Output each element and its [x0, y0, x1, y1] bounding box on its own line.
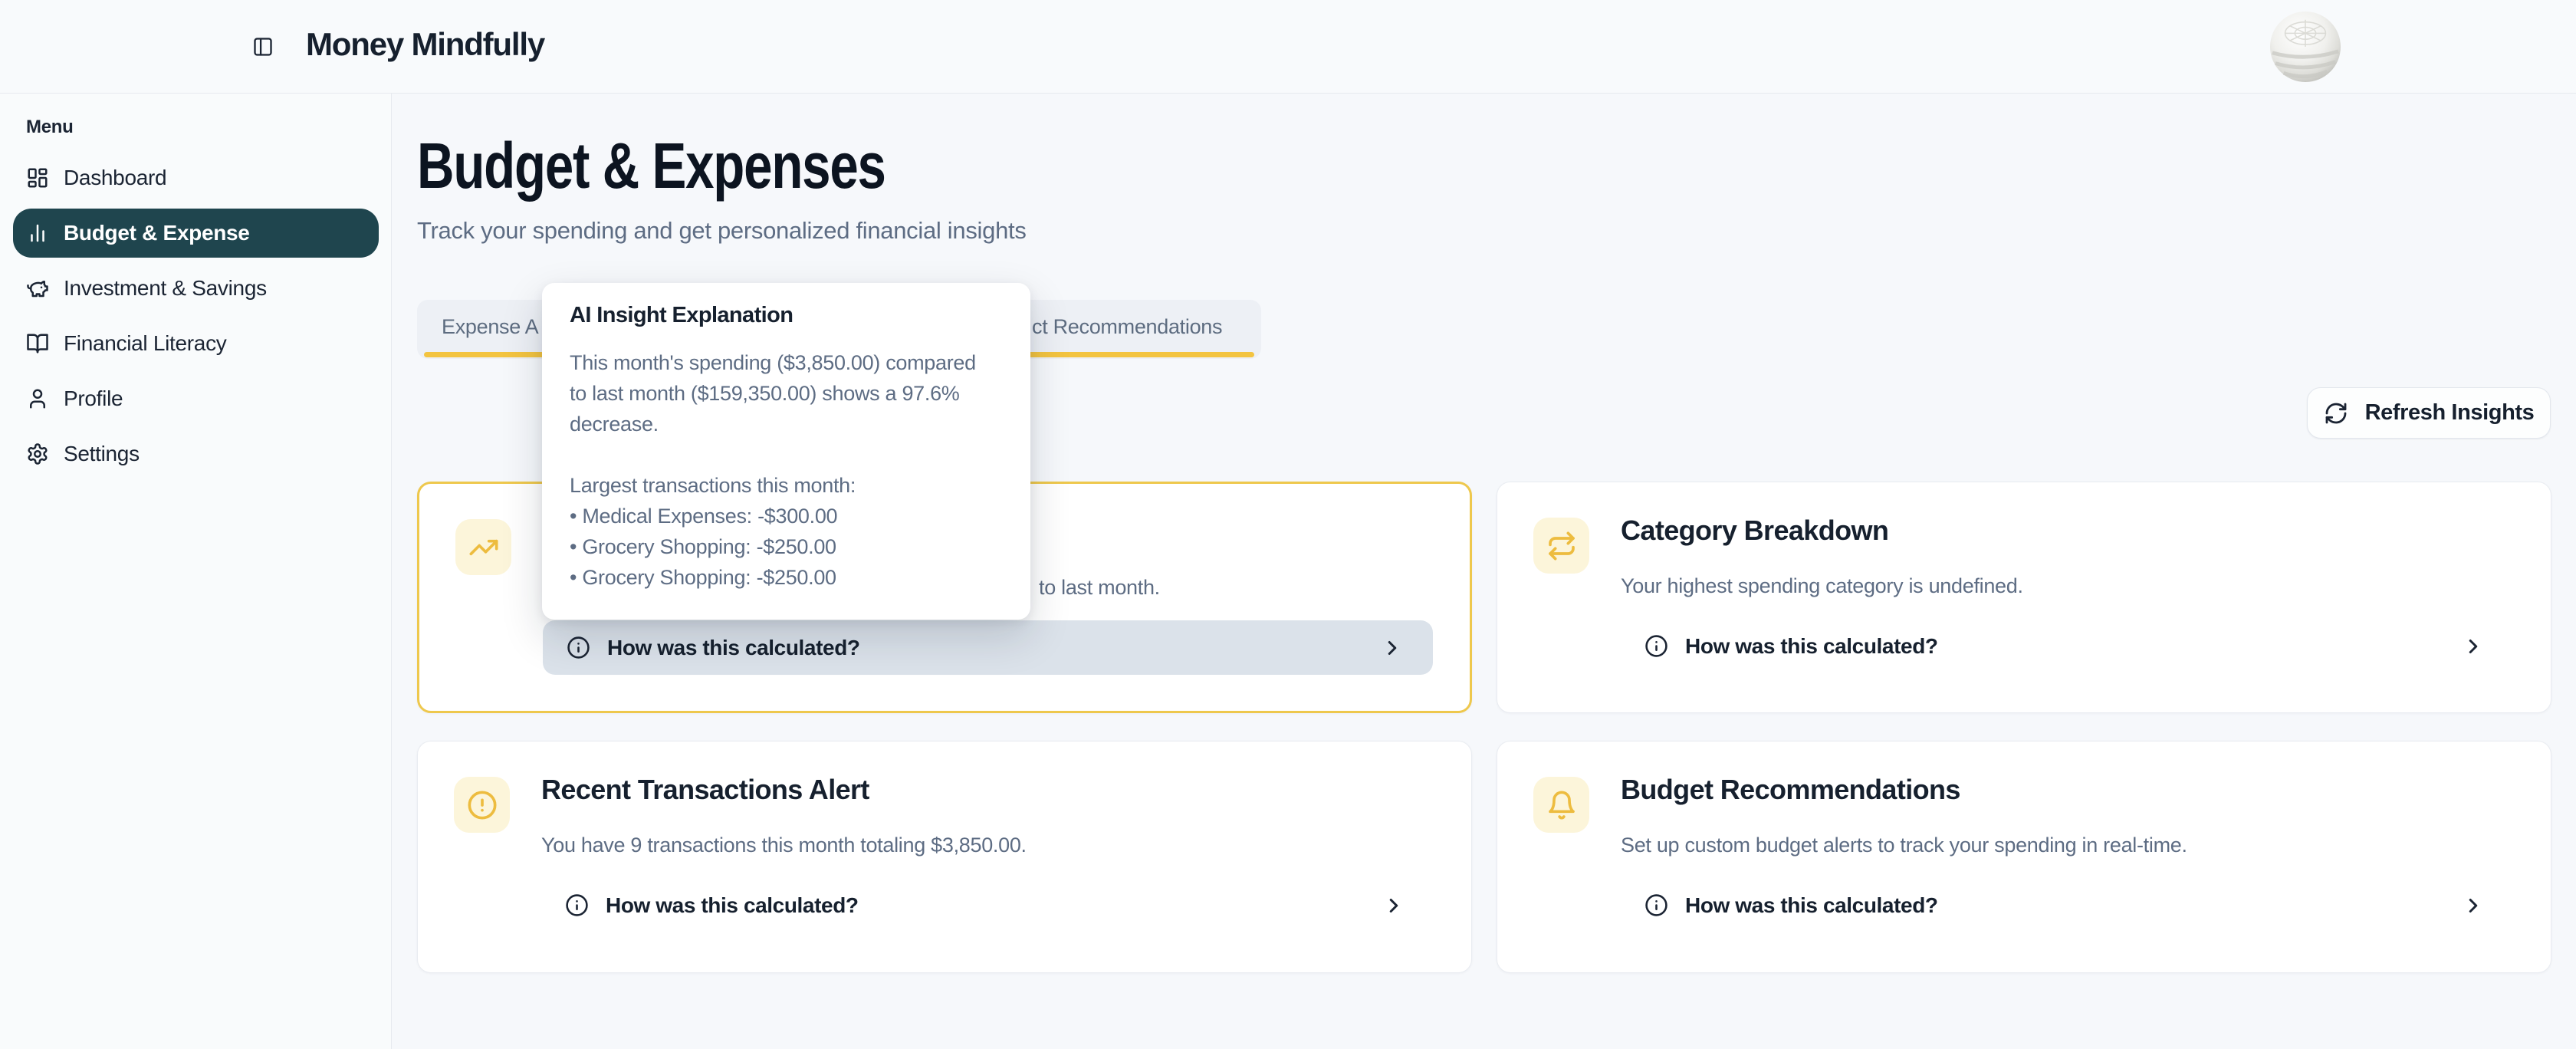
sidebar-item-label: Profile	[64, 386, 123, 410]
popover-line: Largest transactions this month:	[570, 474, 856, 497]
gear-icon	[26, 442, 49, 465]
repeat-icon	[1533, 518, 1589, 574]
sidebar-item-label: Dashboard	[64, 166, 167, 189]
sidebar-item-label: Financial Literacy	[64, 331, 227, 355]
sidebar-item-settings[interactable]: Settings	[13, 429, 379, 478]
how-calculated-link[interactable]: How was this calculated?	[1621, 878, 2514, 932]
sidebar: Menu Dashboard Budget & Expense Investme…	[0, 94, 392, 1049]
how-calculated-label: How was this calculated?	[606, 893, 859, 917]
chevron-right-icon	[1382, 894, 1405, 917]
how-calculated-link[interactable]: How was this calculated?	[1621, 619, 2514, 673]
panel-left-icon	[252, 36, 274, 58]
trending-up-icon	[455, 519, 511, 575]
sidebar-section-label: Menu	[26, 117, 74, 137]
sidebar-nav: Dashboard Budget & Expense Investment & …	[13, 153, 379, 478]
popover-line	[570, 439, 1010, 470]
card-recent-transactions: Recent Transactions Alert You have 9 tra…	[417, 741, 1472, 973]
popover-line: decrease.	[570, 413, 659, 436]
popover-body: This month's spending ($3,850.00) compar…	[570, 347, 1010, 593]
sidebar-item-financial-literacy[interactable]: Financial Literacy	[13, 319, 379, 368]
chevron-right-icon	[2462, 894, 2485, 917]
app-title: Money Mindfully	[306, 26, 545, 62]
ai-insight-popover: AI Insight Explanation This month's spen…	[542, 283, 1030, 620]
sidebar-item-label: Budget & Expense	[64, 221, 250, 245]
refresh-label: Refresh Insights	[2364, 400, 2535, 425]
sidebar-item-dashboard[interactable]: Dashboard	[13, 153, 379, 202]
chevron-right-icon	[1381, 636, 1404, 659]
sidebar-item-profile[interactable]: Profile	[13, 374, 379, 423]
piggy-bank-icon	[26, 277, 49, 300]
bar-chart-icon	[26, 222, 49, 245]
top-header: Money Mindfully	[0, 0, 2576, 94]
popover-title: AI Insight Explanation	[570, 303, 794, 327]
page-title: Budget & Expenses	[417, 130, 886, 202]
popover-line: • Medical Expenses: -$300.00	[570, 505, 838, 528]
refresh-icon	[2324, 401, 2348, 426]
page-subtitle: Track your spending and get personalized…	[417, 217, 1027, 244]
sidebar-item-label: Settings	[64, 442, 140, 465]
card-description: Set up custom budget alerts to track you…	[1621, 834, 2187, 857]
sidebar-item-label: Investment & Savings	[64, 276, 267, 300]
card-title: Category Breakdown	[1621, 515, 1889, 546]
user-icon	[26, 387, 49, 410]
dashboard-icon	[26, 166, 49, 189]
popover-line: • Grocery Shopping: -$250.00	[570, 566, 836, 589]
card-description: You have 9 transactions this month total…	[541, 834, 1027, 857]
how-calculated-link[interactable]: How was this calculated?	[543, 620, 1433, 675]
popover-line: • Grocery Shopping: -$250.00	[570, 535, 836, 558]
sidebar-toggle-button[interactable]	[244, 28, 282, 66]
popover-line: This month's spending ($3,850.00) compar…	[570, 351, 976, 374]
alert-circle-icon	[454, 777, 510, 833]
tab-expense-analysis[interactable]: Expense A	[442, 314, 539, 338]
how-calculated-label: How was this calculated?	[607, 635, 860, 659]
chevron-right-icon	[2462, 635, 2485, 658]
card-budget-recommendations: Budget Recommendations Set up custom bud…	[1497, 741, 2551, 973]
info-icon	[565, 893, 589, 917]
popover-line: to last month ($159,350.00) shows a 97.6…	[570, 382, 960, 405]
how-calculated-link[interactable]: How was this calculated?	[541, 878, 1434, 932]
book-open-icon	[26, 332, 49, 355]
tab-product-recommendations[interactable]: ct Recommendations	[1032, 314, 1223, 338]
info-icon	[1644, 634, 1668, 658]
info-icon	[567, 636, 590, 659]
bell-icon	[1533, 777, 1589, 833]
sidebar-item-budget-expense[interactable]: Budget & Expense	[13, 209, 379, 258]
card-description-fragment: to last month.	[1039, 576, 1160, 599]
avatar[interactable]	[2269, 11, 2341, 83]
card-category-breakdown: Category Breakdown Your highest spending…	[1497, 482, 2551, 713]
card-title: Budget Recommendations	[1621, 774, 1960, 805]
card-title: Recent Transactions Alert	[541, 774, 869, 805]
card-description: Your highest spending category is undefi…	[1621, 574, 2023, 597]
how-calculated-label: How was this calculated?	[1685, 893, 1938, 917]
sidebar-item-investment-savings[interactable]: Investment & Savings	[13, 264, 379, 313]
info-icon	[1644, 893, 1668, 917]
refresh-insights-button[interactable]: Refresh Insights	[2307, 387, 2551, 439]
how-calculated-label: How was this calculated?	[1685, 633, 1938, 658]
